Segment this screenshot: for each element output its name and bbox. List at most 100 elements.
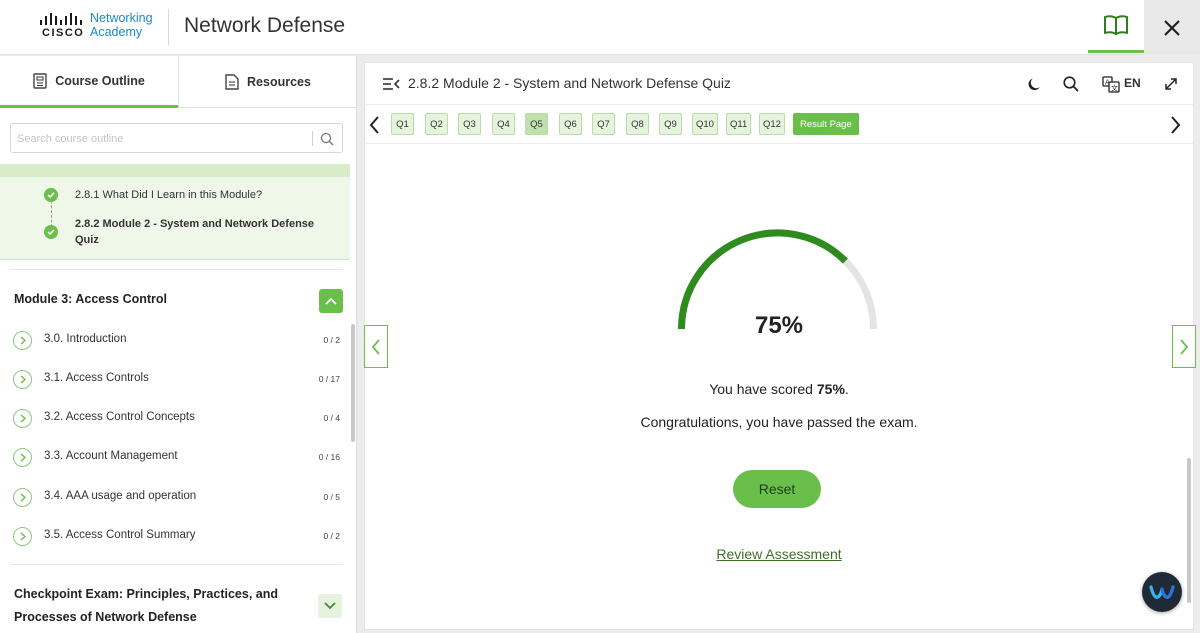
- chevron-right-icon: [13, 370, 32, 389]
- logo-line-2: Academy: [90, 25, 143, 39]
- language-selector[interactable]: EN: [1124, 76, 1141, 90]
- question-q9-button[interactable]: Q9: [659, 113, 682, 135]
- previous-questions-arrow-icon[interactable]: [367, 115, 383, 135]
- collapse-module-button[interactable]: [319, 289, 343, 313]
- logo-cisco-text: CISCO: [42, 27, 85, 39]
- outline-item-count: 0 / 17: [318, 374, 340, 384]
- chevron-right-icon: [13, 488, 32, 507]
- svg-text:文: 文: [1111, 84, 1118, 93]
- outline-item[interactable]: 3.2. Access Control Concepts 0 / 4: [0, 399, 345, 437]
- tab-course-outline-label: Course Outline: [55, 73, 145, 88]
- outline-item[interactable]: 3.0. Introduction 0 / 2: [0, 321, 345, 359]
- outline-item-label: 3.1. Access Controls: [44, 372, 149, 384]
- next-page-button[interactable]: [1172, 325, 1196, 368]
- score-percentage: 75%: [754, 312, 804, 339]
- collapse-menu-icon[interactable]: [382, 76, 400, 92]
- expand-checkpoint-button[interactable]: [318, 594, 342, 618]
- webex-assistant-button[interactable]: [1142, 572, 1182, 612]
- cisco-networking-academy-logo[interactable]: CISCO Networking Academy: [38, 11, 158, 43]
- previous-page-button[interactable]: [364, 325, 388, 368]
- checkpoint-exam-title[interactable]: Checkpoint Exam: Principles, Practices, …: [14, 587, 278, 624]
- question-q6-button[interactable]: Q6: [559, 113, 582, 135]
- result-page-button[interactable]: Result Page: [793, 113, 859, 135]
- logo-networking-academy-text: Networking Academy: [90, 11, 153, 39]
- chevron-left-icon: [371, 338, 380, 355]
- pass-message: Congratulations, you have passed the exa…: [640, 414, 918, 430]
- outline-item-count: 0 / 2: [323, 531, 340, 541]
- section-header-strip: [0, 164, 350, 177]
- outline-subitem[interactable]: 2.8.1 What Did I Learn in this Module?: [75, 189, 263, 201]
- translate-icon[interactable]: A 文: [1102, 75, 1120, 93]
- fullscreen-expand-icon[interactable]: [1162, 75, 1180, 93]
- question-q7-button[interactable]: Q7: [592, 113, 615, 135]
- course-book-button[interactable]: [1088, 0, 1144, 53]
- question-q4-button[interactable]: Q4: [492, 113, 515, 135]
- check-complete-icon: [44, 188, 58, 202]
- question-q1-button[interactable]: Q1: [391, 113, 414, 135]
- gauge-fill: [678, 229, 848, 330]
- outline-item-label: 3.0. Introduction: [44, 333, 127, 345]
- search-input[interactable]: [17, 130, 307, 148]
- outline-item-label: 3.4. AAA usage and operation: [44, 490, 197, 502]
- question-q2-button[interactable]: Q2: [425, 113, 448, 135]
- chevron-right-icon: [13, 527, 32, 546]
- question-navigation-bar: Q1 Q2 Q3 Q4 Q5 Q6 Q7 Q8 Q9 Q10 Q11 Q12 R…: [365, 106, 1193, 144]
- question-q5-button[interactable]: Q5: [525, 113, 548, 135]
- top-bar: CISCO Networking Academy Network Defense: [0, 0, 1200, 55]
- review-assessment-label[interactable]: Review Assessment: [716, 546, 842, 562]
- outline-item[interactable]: 3.3. Account Management 0 / 16: [0, 438, 345, 476]
- score-value: 75%: [816, 381, 845, 397]
- document-icon: [33, 72, 47, 89]
- close-button[interactable]: [1144, 0, 1200, 55]
- score-gauge: [678, 229, 877, 330]
- section-divider: [10, 564, 343, 565]
- question-q11-button[interactable]: Q11: [726, 113, 752, 135]
- chevron-right-icon: [1180, 338, 1189, 355]
- outline-search: [10, 123, 343, 153]
- progress-timeline: [51, 196, 52, 232]
- section-divider: [10, 269, 343, 270]
- current-section-panel: [0, 164, 350, 260]
- score-message: You have scored 75%.: [365, 381, 1193, 397]
- chevron-right-icon: [13, 409, 32, 428]
- chevron-up-icon: [325, 297, 337, 305]
- course-sidebar: Course Outline Resources 2.8.1 What Did …: [0, 56, 357, 633]
- outline-item[interactable]: 3.5. Access Control Summary 0 / 2: [0, 517, 345, 555]
- check-complete-icon: [44, 225, 58, 239]
- outline-item-label: 3.2. Access Control Concepts: [44, 411, 195, 423]
- module-title[interactable]: Module 3: Access Control: [14, 292, 168, 306]
- cisco-bars-icon: [40, 13, 82, 25]
- chevron-right-icon: [13, 331, 32, 350]
- outline-item-count: 0 / 16: [318, 452, 340, 462]
- outline-item[interactable]: 3.4. AAA usage and operation 0 / 5: [0, 478, 345, 516]
- logo-line-1: Networking: [90, 11, 153, 25]
- question-q12-button[interactable]: Q12: [759, 113, 785, 135]
- file-icon: [225, 74, 239, 90]
- outline-item-label: 3.3. Account Management: [44, 450, 178, 462]
- reset-button[interactable]: Reset: [733, 470, 821, 508]
- next-questions-arrow-icon[interactable]: [1167, 115, 1183, 135]
- sidebar-scrollbar[interactable]: [351, 324, 355, 442]
- tab-resources[interactable]: Resources: [179, 56, 356, 108]
- tab-course-outline[interactable]: Course Outline: [0, 56, 178, 108]
- content-scrollbar[interactable]: [1187, 458, 1191, 603]
- sidebar-tabs: Course Outline Resources: [0, 56, 356, 108]
- page-title: 2.8.2 Module 2 - System and Network Defe…: [408, 75, 731, 91]
- score-prefix: You have scored: [709, 381, 817, 397]
- dark-mode-moon-icon[interactable]: [1026, 75, 1044, 93]
- outline-item-count: 0 / 2: [323, 335, 340, 345]
- quiz-content-panel: 2.8.2 Module 2 - System and Network Defe…: [364, 62, 1196, 630]
- svg-text:A: A: [1105, 79, 1110, 87]
- question-q8-button[interactable]: Q8: [626, 113, 649, 135]
- search-icon[interactable]: [319, 131, 335, 147]
- question-q3-button[interactable]: Q3: [458, 113, 481, 135]
- close-icon: [1164, 19, 1180, 36]
- search-icon[interactable]: [1062, 75, 1080, 93]
- outline-subitem-current[interactable]: 2.8.2 Module 2 - System and Network Defe…: [75, 218, 315, 246]
- header-divider: [168, 9, 169, 45]
- score-suffix: .: [844, 381, 849, 397]
- outline-item[interactable]: 3.1. Access Controls 0 / 17: [0, 360, 345, 398]
- content-header: 2.8.2 Module 2 - System and Network Defe…: [365, 63, 1193, 105]
- tab-separator: [178, 56, 179, 108]
- question-q10-button[interactable]: Q10: [692, 113, 718, 135]
